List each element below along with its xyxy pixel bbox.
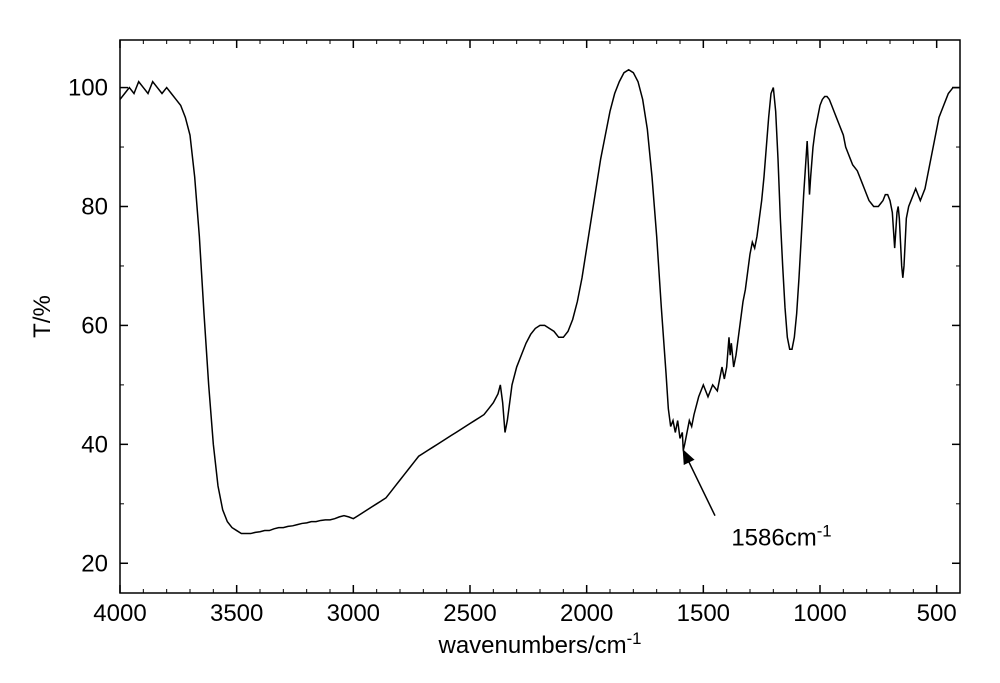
x-tick-label: 2000	[560, 600, 613, 627]
ir-spectrum-chart: 4000 3500 3000 2500 2000 1500 1000 500 20 40 60 80 1…	[0, 0, 1000, 683]
plot-border	[120, 40, 960, 593]
y-tick-label: 20	[81, 550, 108, 577]
y-tick-label: 100	[68, 75, 108, 102]
y-axis-label: T/%	[29, 295, 56, 338]
x-tick-label: 3000	[327, 600, 380, 627]
x-axis-label: wavenumbers/cm-1	[438, 629, 642, 660]
x-tick-label: 1500	[677, 600, 730, 627]
x-tick-label: 1000	[793, 600, 846, 627]
x-tick-label: 2500	[443, 600, 496, 627]
x-tick-label: 500	[917, 600, 957, 627]
x-tick-label: 4000	[93, 600, 146, 627]
spectrum-line	[120, 70, 960, 534]
y-tick-label: 40	[81, 431, 108, 458]
y-tick-label: 60	[81, 312, 108, 339]
annotation-arrow	[683, 450, 715, 515]
y-tick-label: 80	[81, 193, 108, 220]
x-tick-label: 3500	[210, 600, 263, 627]
annotation-label: 1586cm-1	[731, 521, 831, 552]
chart-svg: 4000 3500 3000 2500 2000 1500 1000 500 20 40 60 80 1…	[0, 0, 1000, 683]
